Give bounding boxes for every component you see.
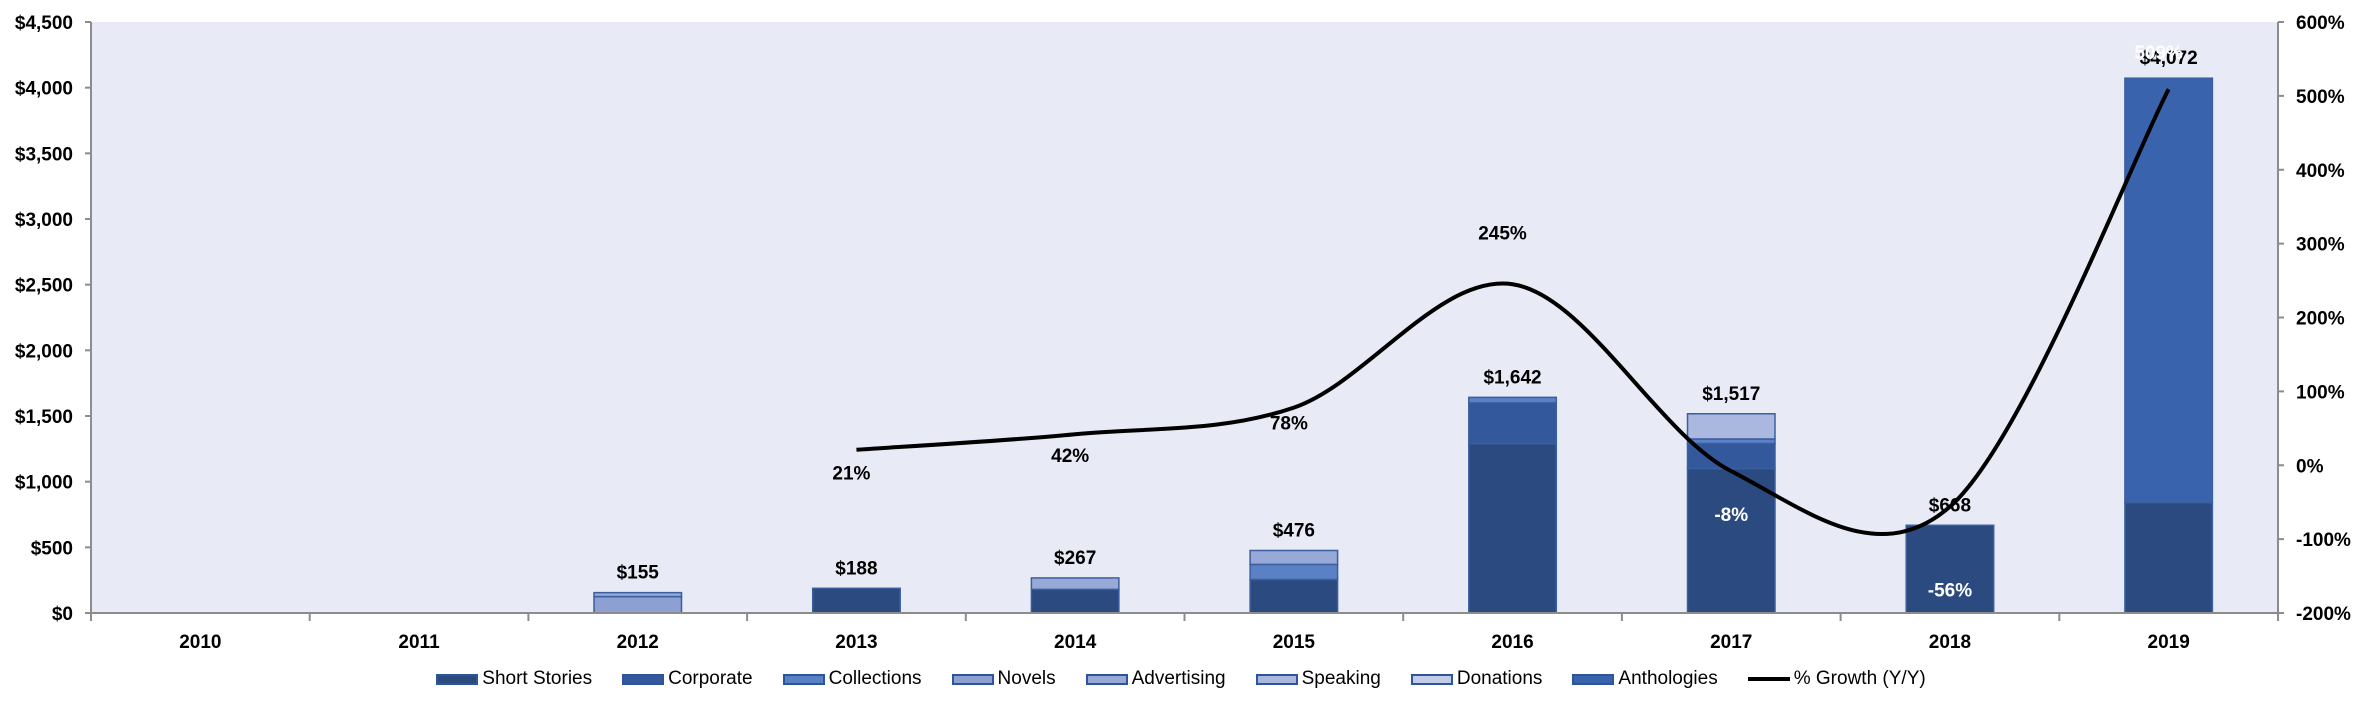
legend-label: Collections (828, 668, 922, 689)
x-tick-label: 2018 (1929, 632, 1971, 653)
bar-segment-advertising (593, 591, 683, 598)
total-label: $267 (1054, 548, 1096, 569)
bar-segment-collections (1468, 396, 1558, 404)
total-label: $188 (835, 558, 877, 579)
bar-segment-anthologies (2124, 77, 2214, 504)
y-tick-label: $3,500 (15, 144, 73, 165)
x-tick-label: 2014 (1054, 632, 1097, 653)
legend-line-swatch (1747, 677, 1790, 681)
legend-label: Speaking (1301, 668, 1381, 689)
plot-area (91, 22, 2278, 613)
x-tick-label: 2015 (1273, 632, 1316, 653)
bar-segment-collections (1249, 563, 1339, 581)
y2-tick-label: 0% (2296, 456, 2324, 477)
legend-label: Anthologies (1618, 668, 1718, 689)
legend-color-swatch (782, 673, 825, 685)
y-tick-label: $3,000 (15, 210, 73, 231)
y-tick-label: $0 (52, 604, 73, 625)
total-label: $1,642 (1483, 367, 1541, 388)
y-tick-label: $4,000 (15, 79, 73, 100)
legend-item: Corporate (622, 668, 753, 690)
bars-layer (593, 77, 2214, 614)
bar-segment-short-stories (1030, 588, 1120, 614)
y2-tick-label: -200% (2296, 604, 2351, 625)
growth-labels-layer: 21% 42% 78% 245% -8% -56% 509% (832, 43, 2183, 601)
total-label: $4,072 (2140, 48, 2198, 69)
y2-tick-label: 100% (2296, 382, 2345, 403)
x-tick-label: 2013 (835, 632, 877, 653)
y-tick-label: $4,500 (15, 13, 73, 34)
legend-item: Anthologies (1572, 668, 1718, 690)
growth-label: -56% (1928, 581, 1972, 602)
total-label: $1,517 (1702, 384, 1760, 405)
legend-color-swatch (622, 673, 665, 685)
bar-segment-advertising (1249, 549, 1339, 566)
legend-color-swatch (951, 673, 994, 685)
legend-label: % Growth (Y/Y) (1793, 668, 1926, 689)
bar-segment-corporate (1468, 402, 1558, 445)
bar-segment-speaking (1686, 413, 1776, 440)
chart: $0 $500 $1,000 $1,500 $2,000 $2,500 $3,000 $3,5… (15, 13, 2351, 653)
legend-color-swatch (1572, 673, 1615, 685)
y2-tick-label: 200% (2296, 309, 2345, 330)
total-label: $476 (1273, 520, 1315, 541)
growth-label: -8% (1714, 505, 1748, 526)
bar-segment-short-stories (811, 587, 901, 614)
legend-item: Short Stories (436, 668, 592, 690)
bar-segment-novels (593, 595, 683, 614)
bar-segment-advertising (1030, 577, 1120, 591)
growth-label: 42% (1051, 446, 1089, 467)
legend-label: Novels (997, 668, 1056, 689)
legend-color-swatch (1410, 673, 1453, 685)
legend-item: Collections (782, 668, 922, 690)
y-tick-label: $1,500 (15, 407, 73, 428)
growth-label: 509% (2134, 43, 2183, 64)
y-tick-label: $1,000 (15, 473, 73, 494)
x-tick-label: 2010 (179, 632, 221, 653)
data-labels-layer: $155 $188 $267$476$1,642$1,517$668$4,072 (617, 48, 2198, 583)
legend-label: Corporate (668, 668, 753, 689)
bar-segment-short-stories (1905, 524, 1995, 614)
growth-label: 21% (832, 464, 870, 485)
axes-layer: $0 $500 $1,000 $1,500 $2,000 $2,500 $3,000 $3,5… (15, 13, 2351, 653)
y2-tick-label: 600% (2296, 13, 2345, 34)
legend-label: Advertising (1131, 668, 1226, 689)
bar-segment-short-stories (1468, 442, 1558, 614)
y2-tick-label: -100% (2296, 530, 2351, 551)
x-tick-label: 2012 (617, 632, 659, 653)
x-tick-label: 2017 (1710, 632, 1752, 653)
growth-line (856, 88, 2171, 536)
y2-tick-label: 500% (2296, 87, 2345, 108)
y-tick-label: $500 (31, 538, 73, 559)
legend-color-swatch (1255, 673, 1298, 685)
legend: Short Stories Corporate Collections Novels A… (0, 668, 2362, 690)
bar-segment-corporate (1686, 442, 1776, 470)
legend-item: Advertising (1085, 668, 1226, 690)
y2-tick-label: 300% (2296, 235, 2345, 256)
y2-tick-label: 400% (2296, 161, 2345, 182)
bar-segment-short-stories (1686, 467, 1776, 614)
legend-color-swatch (1085, 673, 1128, 685)
legend-color-swatch (436, 673, 479, 685)
x-tick-label: 2011 (398, 632, 440, 653)
total-label: $155 (617, 563, 660, 584)
legend-item: % Growth (Y/Y) (1747, 668, 1926, 690)
y-tick-label: $2,500 (15, 276, 73, 297)
bar-segment-short-stories (1249, 578, 1339, 614)
x-tick-label: 2019 (2148, 632, 2190, 653)
legend-item: Speaking (1255, 668, 1381, 690)
y-tick-label: $2,000 (15, 341, 73, 362)
x-tick-label: 2016 (1491, 632, 1533, 653)
legend-item: Donations (1410, 668, 1543, 690)
growth-label: 245% (1478, 223, 1527, 244)
legend-item: Novels (951, 668, 1056, 690)
legend-label: Donations (1456, 668, 1543, 689)
bar-segment-short-stories (2124, 501, 2214, 614)
growth-label: 78% (1270, 414, 1308, 435)
legend-label: Short Stories (482, 668, 593, 689)
